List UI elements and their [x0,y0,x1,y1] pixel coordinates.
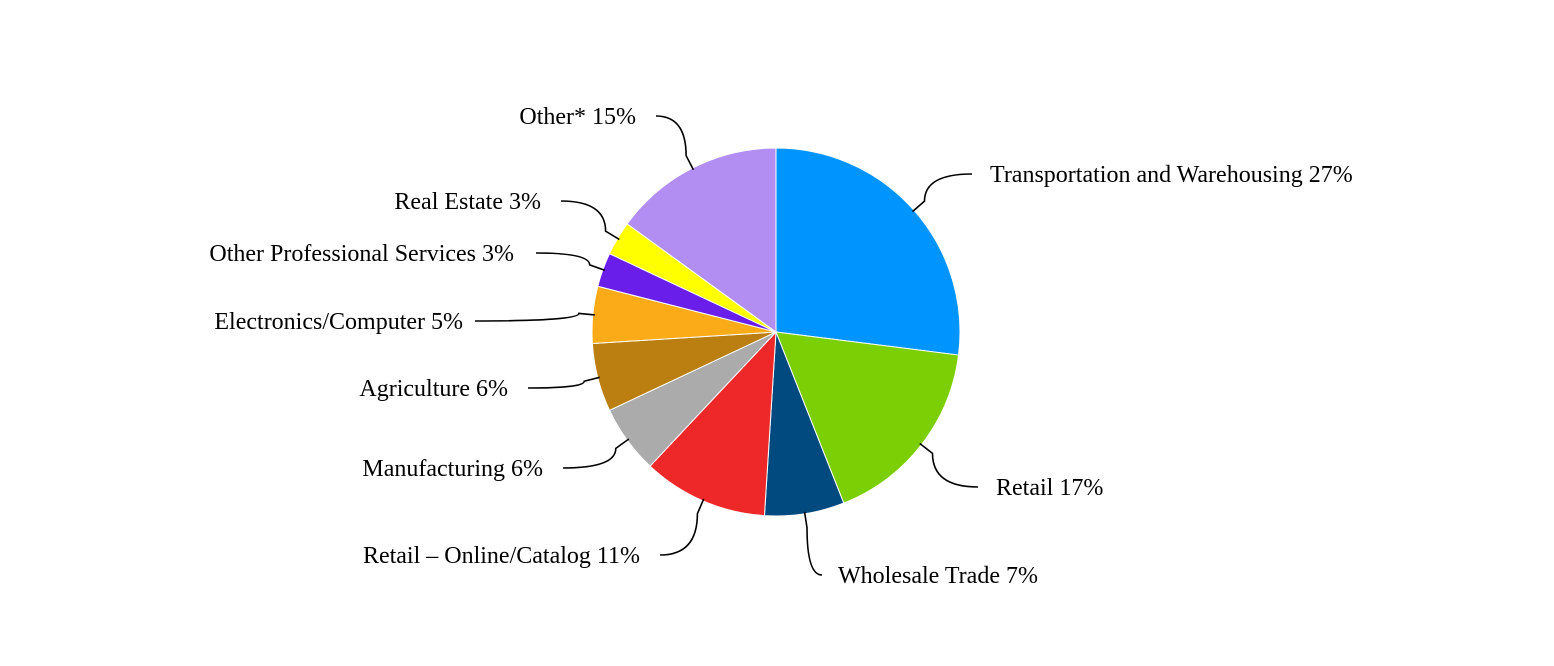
leader-line-real-estate [560,200,620,241]
leader-lines [474,115,979,576]
leader-line-other [655,115,695,171]
leader-line-electronics-computer [474,312,595,322]
slice-labels: Transportation and Warehousing 27% Retail… [209,104,1352,589]
label-real-estate: Real Estate 3% [394,189,541,215]
label-agriculture: Agriculture 6% [359,376,508,402]
pie-slices [591,147,961,517]
label-other: Other* 15% [519,104,636,130]
label-manufacturing: Manufacturing 6% [362,456,543,482]
leader-line-other-professional-services [535,252,606,272]
label-wholesale-trade: Wholesale Trade 7% [838,563,1038,589]
leader-line-manufacturing [562,438,630,469]
leader-line-transportation-and-warehousing [911,173,973,213]
label-retail-online-catalog: Retail – Online/Catalog 11% [363,543,640,569]
slice-transportation-and-warehousing [775,147,961,356]
leader-line-wholesale-trade [803,511,823,576]
label-retail: Retail 17% [996,475,1103,501]
label-electronics-computer: Electronics/Computer 5% [214,309,463,335]
leader-line-agriculture [527,376,600,389]
leader-line-retail [919,442,979,488]
leader-line-retail-online-catalog [659,498,705,556]
label-transportation-and-warehousing: Transportation and Warehousing 27% [990,162,1353,188]
label-other-professional-services: Other Professional Services 3% [209,241,514,267]
